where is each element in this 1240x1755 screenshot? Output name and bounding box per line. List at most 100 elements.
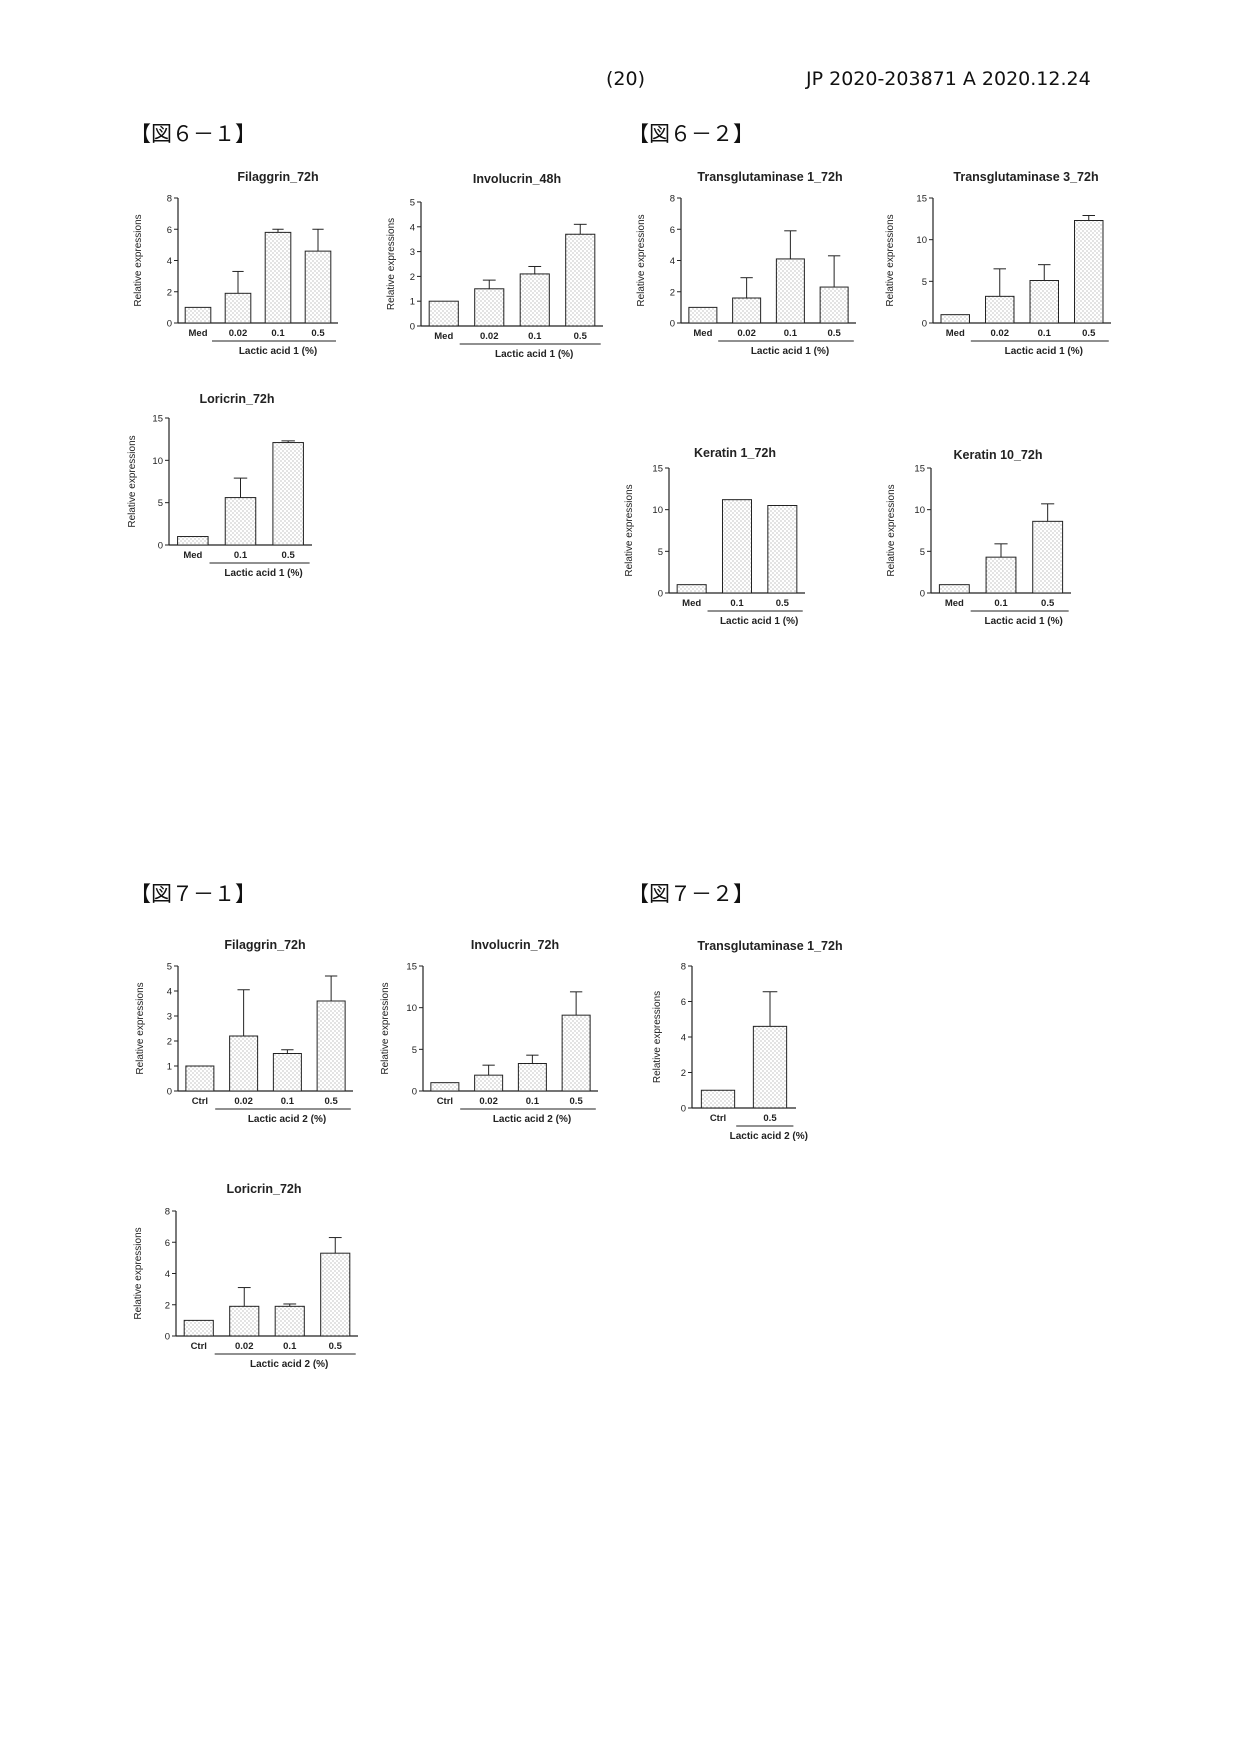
y-tick-label: 8 bbox=[681, 962, 686, 973]
bar bbox=[185, 1065, 215, 1092]
bar bbox=[274, 1305, 305, 1337]
y-tick-label: 5 bbox=[158, 498, 163, 509]
y-axis-label: Relative expressions bbox=[636, 214, 647, 306]
bar bbox=[229, 1035, 259, 1092]
y-tick-label: 0 bbox=[167, 1087, 172, 1098]
x-tick-label: Med bbox=[946, 328, 965, 339]
y-tick-label: 2 bbox=[410, 272, 415, 283]
x-tick-label: 0.1 bbox=[994, 598, 1008, 609]
x-axis-label: Lactic acid 2 (%) bbox=[730, 1131, 808, 1142]
y-axis-label: Relative expressions bbox=[624, 484, 635, 576]
chart-title: Loricrin_72h bbox=[199, 392, 274, 406]
y-tick-label: 6 bbox=[167, 225, 172, 236]
bar bbox=[428, 300, 459, 327]
x-axis-label: Lactic acid 1 (%) bbox=[224, 568, 302, 579]
y-tick-label: 10 bbox=[152, 456, 163, 467]
bar bbox=[819, 286, 849, 324]
y-tick-label: 6 bbox=[681, 997, 686, 1008]
y-tick-label: 15 bbox=[152, 414, 163, 425]
y-tick-label: 0 bbox=[410, 322, 415, 333]
y-tick-label: 15 bbox=[406, 962, 417, 973]
x-tick-label: 0.02 bbox=[991, 328, 1010, 339]
bar bbox=[752, 1025, 788, 1109]
bar bbox=[688, 306, 718, 324]
x-tick-label: 0.5 bbox=[311, 328, 325, 339]
x-tick-label: 0.1 bbox=[784, 328, 798, 339]
x-tick-label: 0.5 bbox=[282, 550, 296, 561]
chart-title: Filaggrin_72h bbox=[224, 938, 305, 952]
y-tick-label: 5 bbox=[920, 547, 925, 558]
x-tick-label: 0.1 bbox=[730, 598, 744, 609]
figure-label-7-2: 【図７－２】 bbox=[628, 882, 754, 906]
x-axis-label: Lactic acid 1 (%) bbox=[495, 349, 573, 360]
x-axis-label: Lactic acid 1 (%) bbox=[984, 616, 1062, 627]
x-axis-label: Lactic acid 1 (%) bbox=[720, 616, 798, 627]
x-axis-label: Lactic acid 1 (%) bbox=[1005, 346, 1083, 357]
chart-title: Transglutaminase 1_72h bbox=[697, 170, 842, 184]
x-tick-label: Ctrl bbox=[710, 1113, 726, 1124]
bar bbox=[1029, 280, 1059, 324]
x-tick-label: 0.1 bbox=[281, 1096, 295, 1107]
x-tick-label: Ctrl bbox=[192, 1096, 208, 1107]
bar bbox=[474, 288, 505, 327]
y-axis-label: Relative expressions bbox=[133, 1227, 144, 1319]
x-axis-label: Lactic acid 2 (%) bbox=[250, 1359, 328, 1370]
x-tick-label: 0.1 bbox=[234, 550, 248, 561]
y-axis-label: Relative expressions bbox=[380, 982, 391, 1074]
chart-title: Keratin 1_72h bbox=[694, 446, 776, 460]
x-tick-label: 0.5 bbox=[763, 1113, 777, 1124]
bar bbox=[1032, 520, 1064, 594]
bar bbox=[938, 584, 970, 594]
x-tick-label: 0.5 bbox=[329, 1341, 343, 1352]
x-tick-label: 0.1 bbox=[528, 331, 542, 342]
y-tick-label: 0 bbox=[681, 1104, 686, 1115]
bar bbox=[264, 231, 292, 324]
y-axis-label: Relative expressions bbox=[886, 484, 897, 576]
bar bbox=[430, 1082, 460, 1092]
y-tick-label: 8 bbox=[165, 1207, 170, 1218]
bar bbox=[304, 250, 332, 324]
x-tick-label: 0.5 bbox=[574, 331, 588, 342]
bar bbox=[224, 292, 252, 324]
x-tick-label: Med bbox=[434, 331, 453, 342]
x-tick-label: 0.1 bbox=[271, 328, 285, 339]
y-tick-label: 0 bbox=[670, 319, 675, 330]
y-tick-label: 0 bbox=[167, 319, 172, 330]
y-tick-label: 2 bbox=[165, 1300, 170, 1311]
bar bbox=[229, 1305, 260, 1337]
y-tick-label: 4 bbox=[167, 987, 172, 998]
x-tick-label: 0.5 bbox=[828, 328, 842, 339]
y-tick-label: 2 bbox=[681, 1068, 686, 1079]
bar bbox=[177, 536, 209, 546]
y-tick-label: 4 bbox=[410, 222, 415, 233]
bar bbox=[320, 1252, 351, 1337]
y-tick-label: 4 bbox=[167, 256, 172, 267]
y-tick-label: 15 bbox=[914, 464, 925, 475]
y-axis-label: Relative expressions bbox=[652, 991, 663, 1083]
x-tick-label: Med bbox=[945, 598, 964, 609]
x-tick-label: 0.5 bbox=[325, 1096, 339, 1107]
y-tick-label: 2 bbox=[167, 1037, 172, 1048]
bar bbox=[985, 295, 1015, 324]
document-id: JP 2020-203871 A 2020.12.24 bbox=[806, 68, 1091, 90]
bar bbox=[1074, 220, 1104, 324]
y-tick-label: 5 bbox=[922, 277, 927, 288]
bar bbox=[519, 273, 550, 327]
y-tick-label: 10 bbox=[652, 505, 663, 516]
x-tick-label: 0.02 bbox=[737, 328, 756, 339]
bar bbox=[940, 314, 970, 324]
bar bbox=[316, 1000, 346, 1092]
y-tick-label: 3 bbox=[410, 247, 415, 258]
y-tick-label: 0 bbox=[922, 319, 927, 330]
y-tick-label: 10 bbox=[406, 1003, 417, 1014]
y-axis-label: Relative expressions bbox=[127, 435, 138, 527]
x-axis-label: Lactic acid 1 (%) bbox=[751, 346, 829, 357]
x-tick-label: 0.02 bbox=[234, 1096, 253, 1107]
bar bbox=[272, 442, 304, 546]
chart-title: Loricrin_72h bbox=[226, 1182, 301, 1196]
y-tick-label: 0 bbox=[658, 589, 663, 600]
figure-label-6-1: 【図６－１】 bbox=[130, 122, 256, 146]
y-axis-label: Relative expressions bbox=[133, 214, 144, 306]
x-tick-label: 0.5 bbox=[1082, 328, 1096, 339]
bar bbox=[272, 1053, 302, 1092]
